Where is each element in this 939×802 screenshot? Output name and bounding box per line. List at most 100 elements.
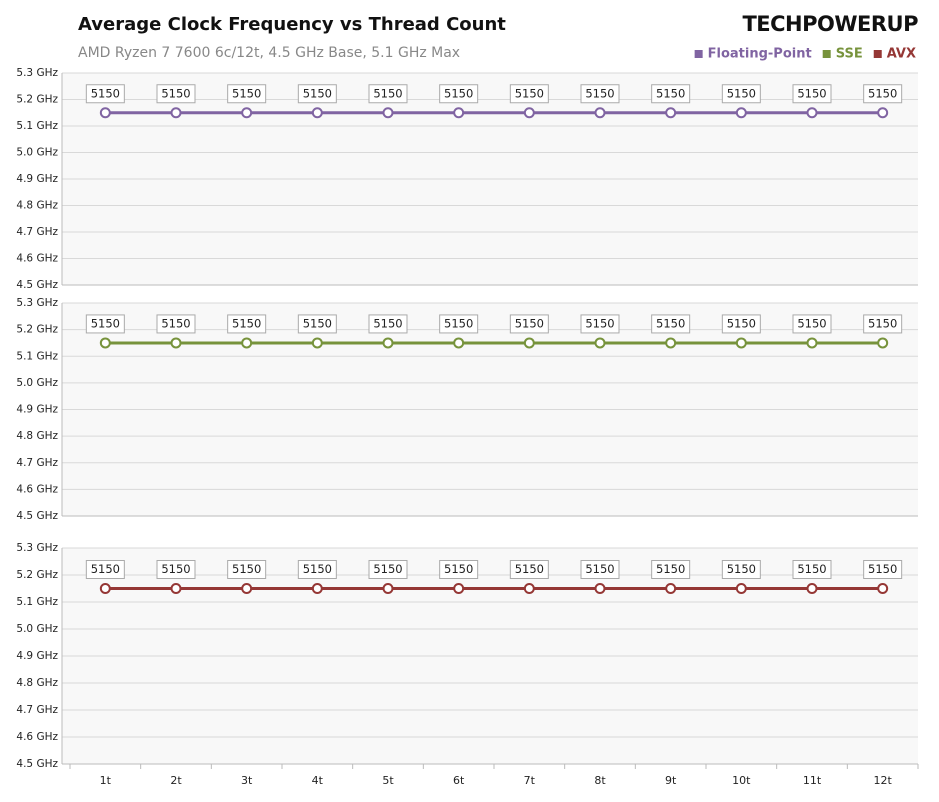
y-tick-label: 4.6 GHz	[16, 253, 58, 265]
legend-label: SSE	[836, 47, 863, 62]
data-label: 5150	[373, 316, 402, 330]
point	[99, 107, 111, 119]
y-tick-label: 4.9 GHz	[16, 650, 58, 662]
data-label-box	[651, 314, 691, 334]
data-label: 5150	[585, 86, 614, 100]
data-label: 5150	[868, 562, 897, 576]
legend-swatch	[694, 50, 703, 58]
data-label: 5150	[161, 316, 190, 330]
legend-swatch	[822, 50, 831, 58]
y-tick-label: 5.0 GHz	[16, 377, 58, 389]
y-tick-label: 5.2 GHz	[16, 324, 58, 336]
data-label: 5150	[797, 316, 826, 330]
data-label-box	[439, 560, 479, 579]
data-label: 5150	[232, 562, 261, 576]
x-tick-label: 6t	[453, 774, 465, 787]
data-label: 5150	[91, 86, 120, 100]
data-label-box	[439, 84, 479, 104]
data-label: 5150	[232, 86, 261, 100]
data-label: 5150	[232, 316, 261, 330]
point	[806, 107, 818, 119]
point	[806, 337, 818, 349]
data-label-box	[156, 560, 196, 579]
x-tick-label: 4t	[312, 774, 324, 787]
data-label: 5150	[585, 316, 614, 330]
y-tick-label: 4.8 GHz	[16, 677, 58, 689]
point	[735, 107, 747, 119]
point	[241, 107, 253, 119]
data-label-box	[651, 84, 691, 104]
data-label: 5150	[444, 86, 473, 100]
point	[99, 337, 111, 349]
point	[665, 583, 677, 594]
x-tick-label: 7t	[524, 774, 536, 787]
data-label-box	[863, 314, 903, 334]
data-label-box	[509, 560, 549, 579]
data-label: 5150	[797, 562, 826, 576]
data-label-box	[792, 84, 832, 104]
data-label: 5150	[161, 86, 190, 100]
y-tick-label: 5.3 GHz	[16, 542, 58, 554]
data-label-box	[792, 560, 832, 579]
y-tick-label: 5.0 GHz	[16, 147, 58, 159]
data-label: 5150	[303, 316, 332, 330]
point	[735, 337, 747, 349]
data-label-box	[580, 560, 620, 579]
data-label: 5150	[727, 86, 756, 100]
y-tick-label: 4.8 GHz	[16, 430, 58, 442]
data-label: 5150	[515, 316, 544, 330]
data-label: 5150	[727, 316, 756, 330]
data-label-box	[721, 314, 761, 334]
data-label-box	[227, 560, 267, 579]
point	[241, 583, 253, 594]
point	[877, 337, 889, 349]
data-label: 5150	[585, 562, 614, 576]
data-label: 5150	[868, 316, 897, 330]
data-label: 5150	[91, 316, 120, 330]
data-label-box	[580, 84, 620, 104]
point	[453, 583, 465, 594]
y-tick-label: 4.5 GHz	[16, 510, 58, 522]
legend-label: Floating-Point	[708, 47, 812, 62]
y-tick-label: 4.6 GHz	[16, 483, 58, 495]
point	[170, 337, 182, 349]
x-tick-label: 8t	[594, 774, 606, 787]
data-label: 5150	[303, 562, 332, 576]
x-tick-label: 11t	[803, 774, 822, 787]
data-label-box	[227, 84, 267, 104]
point	[523, 337, 535, 349]
point	[594, 107, 606, 119]
x-tick-label: 2t	[170, 774, 182, 787]
chart-subtitle: AMD Ryzen 7 7600 6c/12t, 4.5 GHz Base, 5…	[78, 45, 460, 61]
data-label: 5150	[515, 86, 544, 100]
y-tick-label: 4.7 GHz	[16, 704, 58, 716]
y-tick-label: 4.5 GHz	[16, 279, 58, 291]
point	[382, 583, 394, 594]
y-tick-label: 4.9 GHz	[16, 173, 58, 185]
y-tick-label: 5.2 GHz	[16, 94, 58, 106]
point	[170, 583, 182, 594]
point	[523, 107, 535, 119]
x-tick-label: 10t	[732, 774, 751, 787]
y-tick-label: 4.9 GHz	[16, 404, 58, 416]
point	[382, 107, 394, 119]
data-label: 5150	[373, 562, 402, 576]
data-label-box	[439, 314, 479, 334]
y-tick-label: 4.5 GHz	[16, 758, 58, 770]
data-label-box	[721, 560, 761, 579]
data-label-box	[297, 560, 337, 579]
y-tick-label: 5.1 GHz	[16, 120, 58, 132]
logo: TECHPOWERUP	[742, 12, 918, 36]
data-label: 5150	[444, 562, 473, 576]
x-tick-label: 12t	[874, 774, 893, 787]
x-tick-label: 3t	[241, 774, 253, 787]
point	[382, 337, 394, 349]
data-label: 5150	[161, 562, 190, 576]
data-label-box	[156, 84, 196, 104]
data-label: 5150	[515, 562, 544, 576]
data-label: 5150	[303, 86, 332, 100]
point	[453, 107, 465, 119]
y-tick-label: 4.7 GHz	[16, 226, 58, 238]
